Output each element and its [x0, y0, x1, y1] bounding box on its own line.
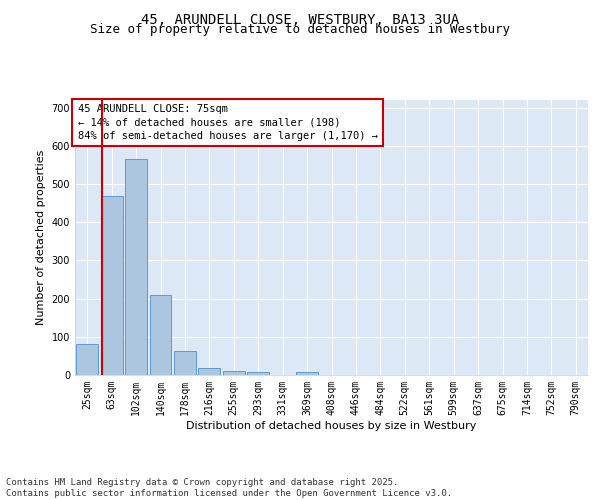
Bar	[125, 159, 147, 375]
Bar	[149, 295, 172, 375]
Bar	[76, 344, 98, 375]
Bar	[223, 371, 245, 375]
Bar	[247, 372, 269, 375]
Bar	[174, 352, 196, 375]
Text: Size of property relative to detached houses in Westbury: Size of property relative to detached ho…	[90, 22, 510, 36]
Text: Contains HM Land Registry data © Crown copyright and database right 2025.
Contai: Contains HM Land Registry data © Crown c…	[6, 478, 452, 498]
Bar	[101, 196, 122, 375]
Y-axis label: Number of detached properties: Number of detached properties	[36, 150, 46, 325]
Text: 45 ARUNDELL CLOSE: 75sqm
← 14% of detached houses are smaller (198)
84% of semi-: 45 ARUNDELL CLOSE: 75sqm ← 14% of detach…	[77, 104, 377, 141]
Bar	[199, 368, 220, 375]
Bar	[296, 372, 318, 375]
Text: 45, ARUNDELL CLOSE, WESTBURY, BA13 3UA: 45, ARUNDELL CLOSE, WESTBURY, BA13 3UA	[141, 12, 459, 26]
X-axis label: Distribution of detached houses by size in Westbury: Distribution of detached houses by size …	[187, 420, 476, 430]
